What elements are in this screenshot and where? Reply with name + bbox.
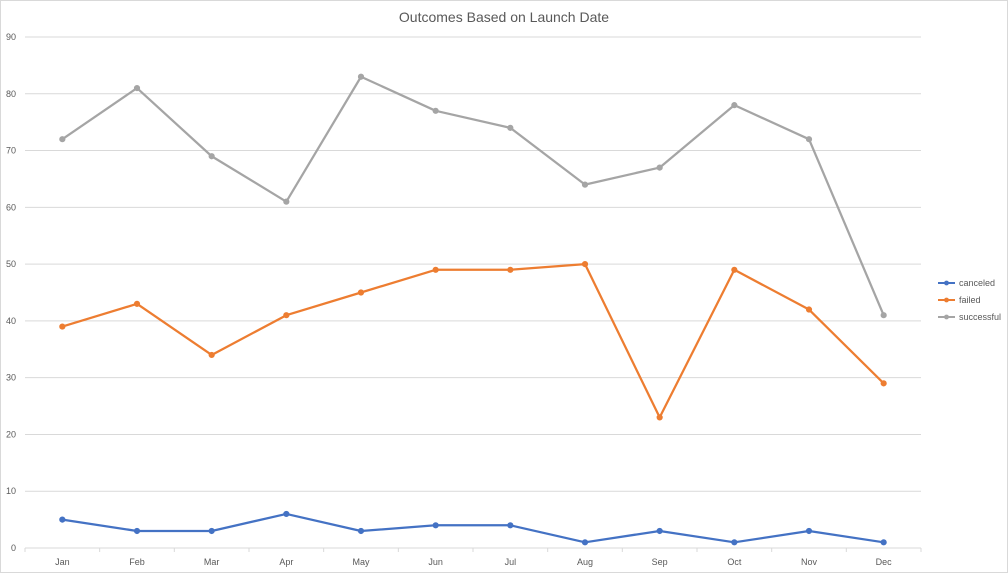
data-point <box>357 527 365 535</box>
data-point <box>880 312 887 319</box>
x-tick-label: Jun <box>428 557 443 567</box>
data-point <box>432 107 439 114</box>
series-line <box>61 512 885 544</box>
y-tick-label: 30 <box>6 373 16 383</box>
data-point <box>133 85 141 92</box>
data-point <box>805 306 813 313</box>
data-point <box>133 527 141 535</box>
data-point <box>880 380 887 387</box>
data-point <box>656 414 663 421</box>
data-point <box>357 289 365 296</box>
legend-marker <box>944 314 949 320</box>
y-tick-label: 60 <box>6 202 16 212</box>
data-point <box>59 323 66 330</box>
x-tick-label: Sep <box>652 557 668 567</box>
series-successful <box>59 73 887 319</box>
data-point <box>507 266 514 273</box>
legend-marker <box>944 297 949 303</box>
series-group <box>59 73 887 546</box>
legend: canceled failed successful <box>938 278 1001 322</box>
chart-title: Outcomes Based on Launch Date <box>399 9 609 25</box>
y-tick-label: 80 <box>6 89 16 99</box>
data-point <box>208 351 215 359</box>
y-tick-label: 90 <box>6 32 16 42</box>
data-point <box>283 198 290 205</box>
x-tick-label: Mar <box>204 557 220 567</box>
y-tick-label: 10 <box>6 486 16 496</box>
data-point <box>357 73 365 80</box>
legend-label: successful <box>959 312 1001 322</box>
data-point <box>507 522 514 529</box>
data-point <box>581 261 589 268</box>
data-point <box>208 527 215 535</box>
series-line <box>61 262 885 419</box>
y-axis: 0 10 20 30 40 50 60 70 80 90 <box>6 32 16 553</box>
x-tick-label: Jan <box>55 557 70 567</box>
x-tick-label: Aug <box>577 557 593 567</box>
series-failed <box>59 261 887 421</box>
data-point <box>731 539 738 546</box>
x-tick-label: Jul <box>505 557 517 567</box>
x-axis: Jan Feb Mar Apr May Jun Jul Aug Sep Oct Nov Dec <box>24 548 922 567</box>
y-tick-label: 50 <box>6 259 16 269</box>
x-tick-label: May <box>352 557 370 567</box>
legend-item-successful: successful <box>938 312 1001 322</box>
y-tick-label: 40 <box>6 316 16 326</box>
x-tick-label: Apr <box>279 557 293 567</box>
legend-item-failed: failed <box>938 295 981 305</box>
legend-label: failed <box>959 295 981 305</box>
data-point <box>656 527 663 535</box>
x-tick-label: Feb <box>129 557 145 567</box>
data-point <box>432 522 439 529</box>
data-point <box>283 510 290 518</box>
data-point <box>283 312 290 319</box>
data-point <box>208 153 215 160</box>
data-point <box>805 527 813 535</box>
data-point <box>581 539 589 546</box>
data-point <box>880 539 887 546</box>
data-point <box>507 124 514 131</box>
series-canceled <box>59 510 887 546</box>
data-point <box>656 164 663 171</box>
x-tick-label: Nov <box>801 557 818 567</box>
legend-label: canceled <box>959 278 995 288</box>
data-point <box>133 300 141 307</box>
data-point <box>731 102 738 109</box>
gridlines <box>25 36 921 549</box>
y-tick-label: 0 <box>11 543 16 553</box>
y-tick-label: 20 <box>6 429 16 439</box>
data-point <box>59 516 66 523</box>
series-line <box>61 75 885 317</box>
data-point <box>59 136 66 143</box>
data-point <box>581 181 589 188</box>
data-point <box>731 266 738 273</box>
data-point <box>432 266 439 273</box>
legend-item-canceled: canceled <box>938 278 995 288</box>
x-tick-label: Oct <box>727 557 742 567</box>
data-point <box>805 136 813 143</box>
x-tick-label: Dec <box>876 557 893 567</box>
y-tick-label: 70 <box>6 146 16 156</box>
legend-marker <box>944 280 949 286</box>
